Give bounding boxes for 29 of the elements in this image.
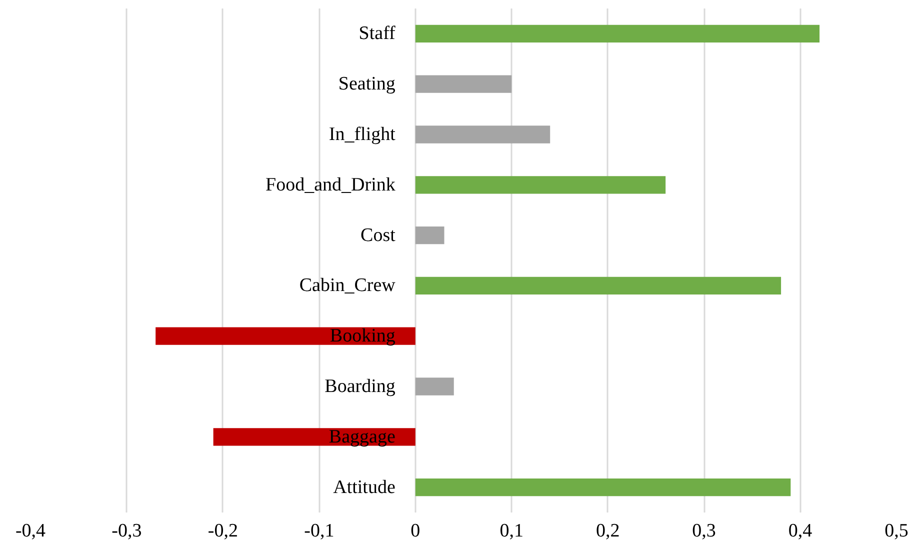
y-tick-label: Staff xyxy=(358,23,396,44)
x-tick-label: -0,4 xyxy=(15,520,46,542)
x-tick-label: 0,4 xyxy=(788,520,813,542)
x-tick-label: 0,5 xyxy=(884,520,908,542)
bar xyxy=(415,126,550,144)
y-tick-label: Boarding xyxy=(324,376,396,397)
x-tick-label: -0,1 xyxy=(304,520,334,542)
x-tick-label: -0,2 xyxy=(208,520,238,542)
bar xyxy=(415,276,782,295)
x-tick-label: 0,1 xyxy=(500,520,524,542)
x-tick-label: -0,3 xyxy=(112,520,142,542)
y-tick-label: Cabin_Crew xyxy=(299,275,396,296)
bar xyxy=(415,24,820,43)
x-tick-label: 0,3 xyxy=(692,520,716,542)
y-tick-label: In_flight xyxy=(328,124,396,145)
bar xyxy=(415,176,666,194)
bar xyxy=(415,478,791,496)
y-tick-label: Seating xyxy=(338,74,396,95)
bar xyxy=(156,327,416,345)
bar xyxy=(415,75,512,93)
x-tick-label: 0 xyxy=(410,520,420,542)
y-tick-label: Booking xyxy=(330,326,396,347)
y-tick-label: Attitude xyxy=(333,476,396,498)
y-tick-label: Cost xyxy=(360,224,396,246)
y-tick-label: Baggage xyxy=(328,426,396,448)
x-tick-label: 0,2 xyxy=(596,520,620,542)
bar xyxy=(415,378,454,396)
y-tick-label: Food_and_Drink xyxy=(266,174,396,196)
bar xyxy=(415,226,444,244)
